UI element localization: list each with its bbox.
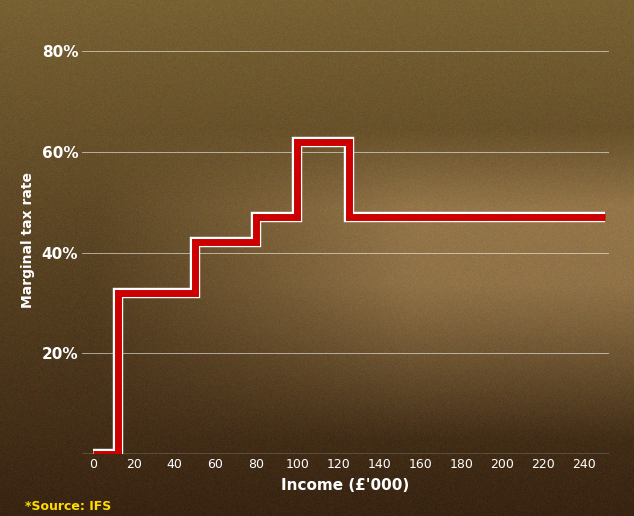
X-axis label: Income (£'000): Income (£'000) [281,478,410,493]
Y-axis label: Marginal tax rate: Marginal tax rate [21,172,35,308]
Text: *Source: IFS: *Source: IFS [25,500,112,513]
